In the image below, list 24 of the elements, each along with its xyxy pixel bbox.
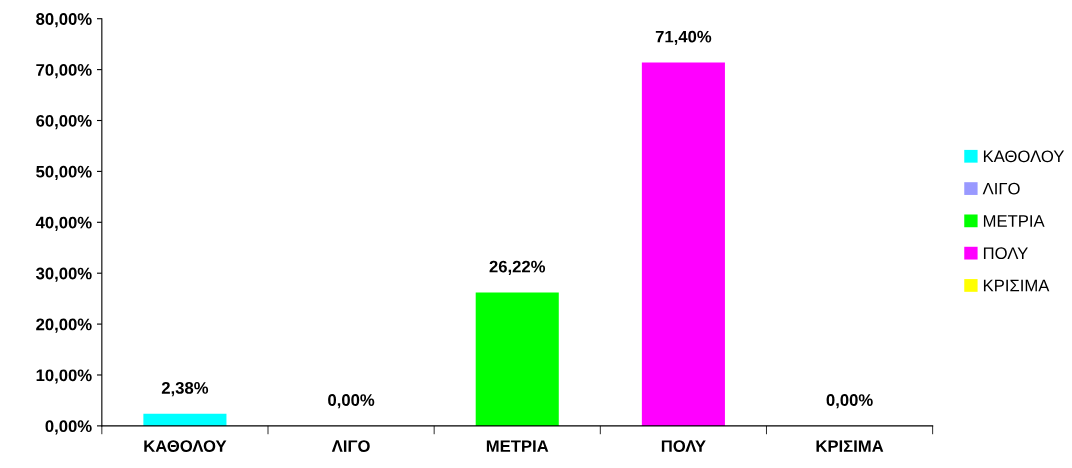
legend-label: ΚΑΘΟΛΟΥ xyxy=(983,150,1065,163)
x-tick-label: ΚΑΘΟΛΟΥ xyxy=(144,440,227,453)
y-tick-label: 70,00% xyxy=(36,64,92,79)
y-tick-label: 10,00% xyxy=(36,369,92,384)
x-tick-label: ΜΕΤΡΙΑ xyxy=(486,440,549,452)
data-label: 0,00% xyxy=(328,394,375,409)
data-label: 2,38% xyxy=(161,382,209,397)
legend-label: ΛΙΓΟ xyxy=(982,182,1020,195)
x-tick-label: ΚΡΙΣΙΜΑ xyxy=(816,440,884,452)
y-tick-label: 60,00% xyxy=(36,114,92,130)
data-label: 0,00% xyxy=(826,394,873,409)
legend-label: ΜΕΤΡΙΑ xyxy=(983,215,1045,227)
y-tick-label: 30,00% xyxy=(35,267,92,282)
x-tick-label: ΛΙΓΟ xyxy=(331,440,370,453)
data-label: 26,22% xyxy=(489,260,546,275)
x-tick-label: ΠΟΛΥ xyxy=(661,440,706,453)
y-tick-label: 20,00% xyxy=(36,318,92,333)
y-tick-label: 50,00% xyxy=(36,165,92,181)
y-tick-label: 40,00% xyxy=(35,216,92,231)
y-tick-label: 80,00% xyxy=(36,13,92,28)
data-label: 71,40% xyxy=(655,30,712,45)
legend-label: ΠΟΛΥ xyxy=(983,247,1028,260)
legend-label: ΚΡΙΣΙΜΑ xyxy=(983,279,1050,292)
y-tick-label: 0,00% xyxy=(45,420,92,435)
